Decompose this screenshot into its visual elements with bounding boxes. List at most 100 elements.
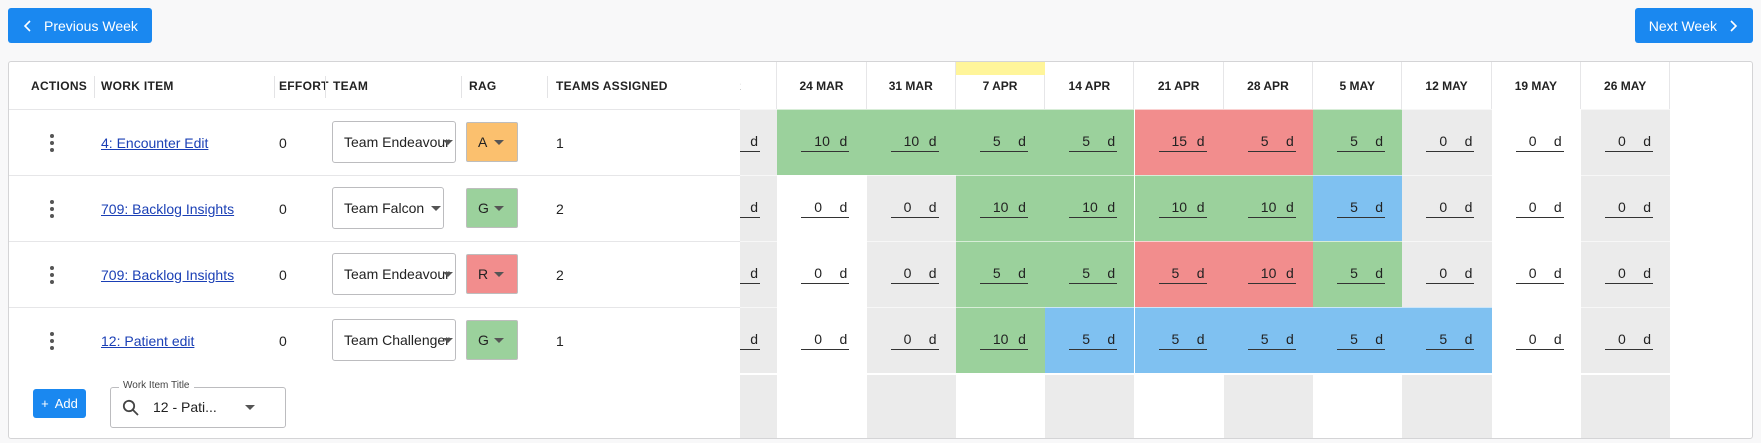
allocation-input[interactable]: 0 d	[801, 328, 850, 350]
allocation-input[interactable]: 5 d	[1247, 130, 1296, 152]
allocation-input[interactable]: 5 d	[1069, 130, 1118, 152]
allocation-cell: d	[740, 109, 778, 175]
week-column: 14 APR 5 d 10 d 5 d 5 d	[1045, 62, 1135, 438]
week-column: 26 MAY 0 d 0 d 0 d 0 d	[1581, 62, 1671, 438]
allocation-input[interactable]: 0 d	[1515, 196, 1564, 218]
team-select[interactable]: Team Endeavour	[332, 253, 456, 295]
row-actions-button[interactable]	[9, 110, 94, 175]
allocation-value: 5	[1171, 264, 1180, 281]
unit-label: d	[1286, 330, 1294, 347]
allocation-input[interactable]: 0 d	[1605, 130, 1653, 152]
rag-select[interactable]: G	[466, 188, 518, 228]
column-header-team: TEAM	[333, 78, 369, 93]
allocation-input[interactable]: 0 d	[1605, 328, 1653, 350]
work-item-link[interactable]: 4: Encounter Edit	[101, 134, 209, 151]
allocation-cell: 5 d	[1045, 307, 1135, 373]
work-item-link[interactable]: 709: Backlog Insights	[101, 200, 235, 217]
allocation-input[interactable]: d	[740, 130, 760, 152]
week-column: 5 MAY 5 d 5 d 5 d 5 d	[1313, 62, 1403, 438]
unit-label: d	[1018, 198, 1026, 215]
allocation-input[interactable]: 5 d	[1158, 328, 1207, 350]
allocation-input[interactable]: 0 d	[890, 196, 939, 218]
unit-label: d	[1643, 198, 1651, 215]
allocation-input[interactable]: 5 d	[979, 130, 1028, 152]
rag-select[interactable]: A	[466, 122, 518, 162]
row-actions-button[interactable]	[9, 176, 94, 241]
allocation-input[interactable]: 5 d	[1158, 262, 1207, 284]
column-header-actions: ACTIONS	[31, 78, 88, 93]
allocation-cell: 0 d	[777, 241, 867, 307]
allocation-input[interactable]: d	[740, 262, 760, 284]
allocation-input[interactable]: d	[740, 328, 760, 350]
allocation-input[interactable]: 0 d	[1426, 262, 1475, 284]
allocation-cell: 10 d	[1223, 175, 1314, 241]
chevron-down-icon	[443, 272, 453, 277]
unit-label: d	[1196, 132, 1205, 149]
allocation-cell: 0 d	[1581, 109, 1671, 175]
allocation-input[interactable]: 10 d	[979, 196, 1028, 218]
allocation-value: 5	[1350, 264, 1358, 281]
allocation-input[interactable]: 5 d	[1337, 196, 1386, 218]
allocation-input[interactable]: 5 d	[1337, 328, 1386, 350]
allocation-input[interactable]: 5 d	[1069, 328, 1118, 350]
allocation-value: 15	[1171, 132, 1188, 149]
allocation-input[interactable]: 5 d	[1337, 130, 1386, 152]
allocation-input[interactable]: 10 d	[1247, 262, 1296, 284]
add-work-item-button[interactable]: + Add	[33, 389, 86, 418]
unit-label: d	[1018, 264, 1026, 281]
team-select[interactable]: Team Endeavour	[332, 121, 456, 163]
allocation-input[interactable]: 0 d	[801, 262, 850, 284]
team-select[interactable]: Team Falcon	[332, 187, 444, 229]
allocation-input[interactable]: d	[740, 196, 760, 218]
allocation-input[interactable]: 0 d	[1605, 262, 1653, 284]
allocation-value: 0	[1528, 132, 1537, 149]
row-actions-button[interactable]	[9, 242, 94, 307]
allocation-cell: 0 d	[1402, 241, 1492, 307]
unit-label: d	[1107, 198, 1116, 215]
allocation-value: 5	[1350, 198, 1358, 215]
allocation-input[interactable]: 10 d	[1069, 196, 1118, 218]
week-column: 31 MAR 10 d 0 d 0 d 0 d	[866, 62, 956, 438]
week-header: 24 MAR	[777, 62, 867, 109]
allocation-input[interactable]: 0 d	[1605, 196, 1653, 218]
allocation-input[interactable]: 0 d	[890, 328, 939, 350]
unit-label: d	[1464, 198, 1473, 215]
allocation-input[interactable]: 0 d	[1515, 130, 1564, 152]
rag-select[interactable]: G	[466, 320, 518, 360]
next-week-button[interactable]: Next Week	[1634, 8, 1753, 43]
table-row: 12: Patient edit 0 Team Challenger G 1	[9, 307, 740, 373]
rag-select[interactable]: R	[466, 254, 518, 294]
allocation-input[interactable]: 0 d	[1515, 262, 1564, 284]
allocation-input[interactable]: 5 d	[1426, 328, 1475, 350]
allocation-input[interactable]: 5 d	[979, 262, 1028, 284]
allocation-input[interactable]: 5 d	[1337, 262, 1386, 284]
allocation-input[interactable]: 15 d	[1158, 130, 1207, 152]
empty-grid-cell	[777, 375, 867, 438]
effort-value: 0	[279, 200, 287, 217]
allocation-input[interactable]: 0 d	[1426, 196, 1475, 218]
allocation-input[interactable]: 10 d	[801, 130, 850, 152]
work-item-title-search[interactable]: Work Item Title 12 - Pati...	[110, 380, 286, 428]
work-item-link[interactable]: 12: Patient edit	[101, 332, 195, 349]
allocation-cell: 0 d	[866, 241, 956, 307]
allocation-input[interactable]: 5 d	[1247, 328, 1296, 350]
team-select[interactable]: Team Challenger	[332, 319, 456, 361]
unit-label: d	[1553, 132, 1562, 149]
allocation-input[interactable]: 5 d	[1069, 262, 1118, 284]
work-item-link[interactable]: 709: Backlog Insights	[101, 266, 235, 283]
allocation-input[interactable]: 0 d	[801, 196, 850, 218]
allocation-input[interactable]: 0 d	[1515, 328, 1564, 350]
allocation-input[interactable]: 0 d	[890, 262, 939, 284]
row-actions-button[interactable]	[9, 308, 94, 373]
column-header-teams-assigned: TEAMS ASSIGNED	[556, 78, 668, 93]
previous-week-label: Previous Week	[44, 17, 138, 34]
allocation-value: 0	[814, 264, 823, 281]
allocation-input[interactable]: 10 d	[1158, 196, 1207, 218]
previous-week-button[interactable]: Previous Week	[8, 8, 152, 43]
allocation-input[interactable]: 10 d	[979, 328, 1028, 350]
allocation-input[interactable]: 10 d	[890, 130, 939, 152]
empty-grid-cell	[1581, 375, 1671, 438]
column-divider	[274, 76, 275, 98]
allocation-input[interactable]: 0 d	[1426, 130, 1475, 152]
allocation-input[interactable]: 10 d	[1247, 196, 1296, 218]
